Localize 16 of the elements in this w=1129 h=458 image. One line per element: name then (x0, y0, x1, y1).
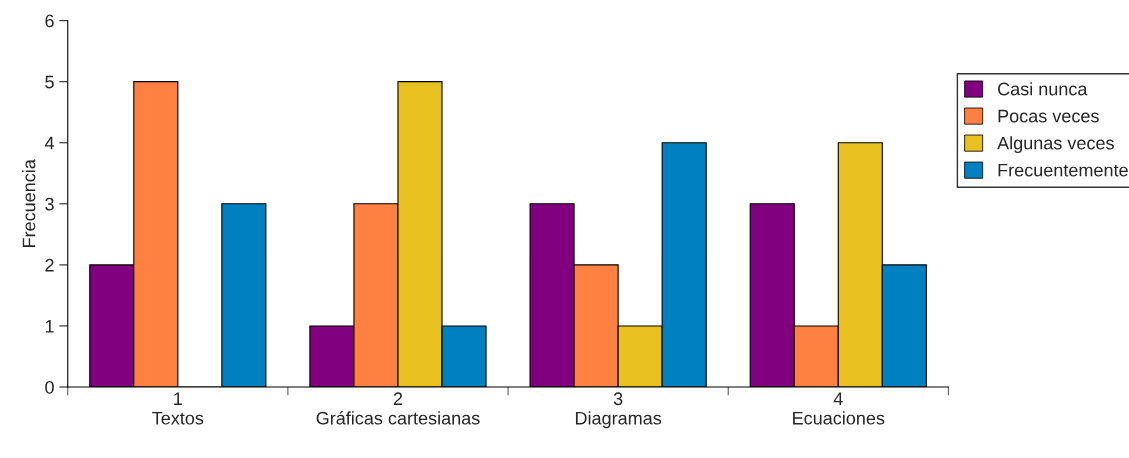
x-tick-label: 2 Gráficas cartesianas (316, 392, 480, 425)
y-tick-label: 6 (45, 14, 54, 28)
legend-label: Frecuentemente (998, 163, 1128, 177)
y-tick-label: 2 (45, 258, 54, 272)
y-tick-label: 3 (45, 197, 54, 211)
x-tick-label: 4 Ecuaciones (793, 392, 885, 425)
y-tick-label: 4 (44, 136, 55, 150)
y-axis-title: Frecuencia (22, 159, 36, 247)
y-tick-label: 5 (45, 75, 54, 89)
y-tick-label: 0 (45, 380, 54, 394)
legend-label: Pocas veces (998, 109, 1099, 123)
legend-label: Algunas veces (997, 136, 1114, 154)
y-tick-label: 1 (45, 320, 54, 333)
x-tick-label: 1 Textos (152, 392, 204, 425)
x-tick-label: 3 Diagramas (575, 392, 662, 429)
legend-label: Casi nunca (998, 82, 1088, 96)
